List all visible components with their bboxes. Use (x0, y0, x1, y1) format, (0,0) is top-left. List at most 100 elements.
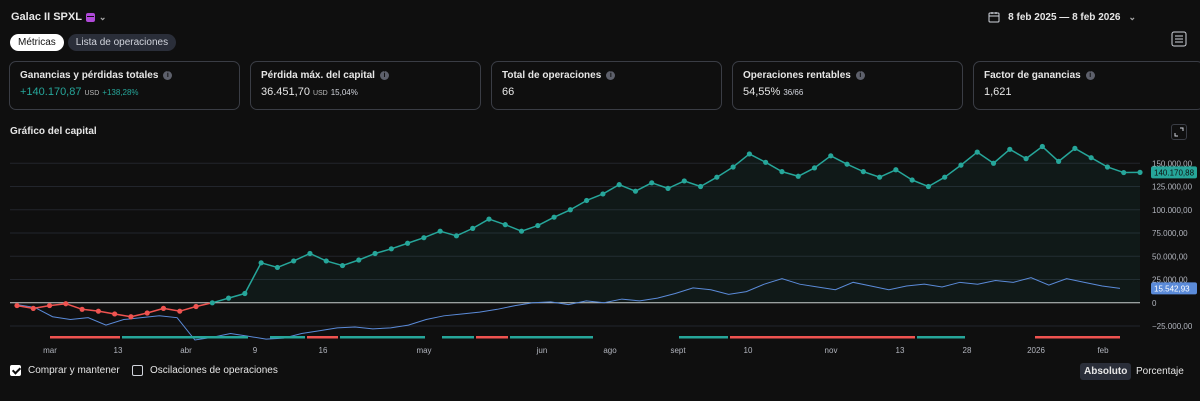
equity-segment (651, 182, 669, 190)
equity-segment (553, 209, 571, 218)
y-tick-label: −25.000,00 (1152, 322, 1193, 331)
equity-point (763, 159, 769, 165)
equity-point (405, 240, 411, 246)
equity-segment (960, 151, 978, 166)
metric-value: 36.451,70 (261, 86, 310, 98)
equity-point (46, 302, 53, 309)
metric-subvalue: 15,04% (330, 88, 358, 97)
x-tick-label: feb (1097, 346, 1109, 355)
chart-title: Gráfico del capital (10, 126, 97, 137)
equity-segment (130, 312, 148, 318)
metric-title: Total de operaciones (502, 70, 602, 81)
equity-point (811, 165, 818, 171)
x-tick-label: 10 (744, 346, 753, 355)
equity-segment (814, 155, 832, 169)
equity-point (63, 301, 69, 307)
expand-chart-button[interactable] (1171, 124, 1187, 140)
equity-point (551, 214, 557, 220)
equity-segment (439, 230, 457, 237)
equity-point (307, 250, 313, 257)
x-tick-label: mar (43, 346, 57, 355)
equity-segment (944, 164, 962, 178)
trade-duration-bar (122, 336, 248, 339)
equity-segment (423, 230, 441, 239)
x-tick-label: 13 (896, 346, 905, 355)
equity-segment (65, 303, 83, 311)
equity-segment (797, 167, 815, 177)
equity-segment (684, 180, 701, 188)
info-icon[interactable]: i (379, 71, 389, 80)
metric-unit: USD (312, 90, 328, 97)
trade-excursions-checkbox[interactable]: Oscilaciones de operaciones (132, 365, 278, 376)
trade-excursions-label: Oscilaciones de operaciones (150, 365, 278, 376)
equity-point (909, 177, 915, 183)
tab-metricas[interactable]: Métricas (10, 34, 64, 51)
metric-title: Operaciones rentables (743, 70, 851, 81)
equity-segment (472, 218, 490, 230)
chevron-down-icon: ⌄ (98, 11, 107, 22)
equity-point (1104, 164, 1111, 170)
equity-point (974, 149, 980, 155)
equity-point (714, 174, 720, 180)
x-tick-label: 16 (319, 346, 328, 355)
equity-segment (1058, 147, 1076, 162)
y-tick-label: 75.000,00 (1152, 229, 1188, 238)
date-range-selector[interactable]: 8 feb 2025 — 8 feb 2026 ⌄ (988, 11, 1136, 23)
trade-duration-bar (340, 336, 425, 339)
equity-point (1137, 169, 1143, 175)
y-tick-label: 125.000,00 (1152, 183, 1193, 192)
equity-last-value-label: 140.170,88 (1154, 168, 1195, 177)
equity-point (1121, 169, 1127, 176)
equity-point (225, 295, 232, 301)
metric-subvalue: +138,28% (102, 88, 139, 97)
x-tick-label: may (416, 346, 431, 355)
equity-point (925, 183, 932, 190)
equity-segment (781, 170, 799, 178)
trade-duration-bar (307, 336, 338, 339)
trade-duration-bar (510, 336, 593, 339)
equity-point (876, 174, 883, 180)
equity-segment (309, 252, 327, 262)
buy-hold-last-value-label: 15.542,93 (1154, 284, 1190, 293)
equity-segment (82, 308, 99, 312)
info-icon[interactable]: i (855, 71, 865, 80)
equity-segment (212, 297, 229, 304)
tab-lista-operaciones[interactable]: Lista de operaciones (67, 34, 177, 51)
absolute-toggle[interactable]: Absoluto (1080, 363, 1132, 380)
equity-point (746, 151, 752, 157)
info-icon[interactable]: i (606, 71, 616, 80)
equity-segment (765, 161, 783, 173)
equity-area (17, 146, 1140, 303)
equity-point (893, 167, 899, 173)
buy-hold-checkbox[interactable]: Comprar y mantener (10, 365, 120, 376)
equity-point (258, 260, 264, 266)
equity-point (1023, 156, 1029, 162)
trade-duration-bar (730, 336, 915, 339)
equity-point (600, 191, 606, 197)
equity-point (958, 162, 964, 168)
equity-segment (732, 153, 750, 168)
date-range-text: 8 feb 2025 — 8 feb 2026 (1008, 11, 1121, 23)
equity-point (1088, 155, 1094, 161)
equity-segment (260, 262, 278, 269)
equity-point (649, 180, 655, 186)
info-icon[interactable]: i (163, 71, 173, 80)
equity-point (779, 169, 785, 175)
equity-segment (895, 169, 913, 181)
percentage-toggle[interactable]: Porcentaje (1136, 366, 1184, 377)
metric-unit: USD (84, 90, 100, 97)
equity-segment (1107, 166, 1124, 174)
equity-segment (358, 252, 376, 261)
equity-chart[interactable]: 150.000,00 125.000,00 100.000,00 75.000,00 5… (0, 140, 1200, 360)
equity-point (14, 302, 20, 309)
equity-point (193, 303, 199, 310)
settings-menu-button[interactable] (1170, 30, 1188, 48)
equity-point (860, 169, 866, 175)
equity-point (291, 258, 297, 264)
info-icon[interactable]: i (1085, 71, 1095, 80)
equity-point (942, 174, 948, 180)
strategy-selector[interactable]: Galac II SPXL ⌄ (11, 11, 106, 23)
equity-segment (49, 302, 66, 307)
calendar-badge-icon (85, 12, 95, 22)
equity-point (567, 207, 573, 213)
